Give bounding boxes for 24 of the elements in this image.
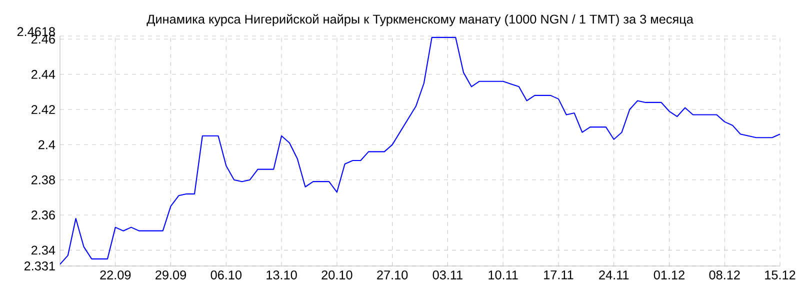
x-tick-label: 20.10 [322, 270, 352, 280]
x-tick-label: 01.12 [654, 270, 684, 280]
x-tick-label: 15.12 [765, 270, 796, 280]
x-tick-label: 03.11 [432, 270, 462, 280]
x-tick-label: 27.10 [377, 270, 408, 280]
x-tick-label: 17.11 [544, 270, 574, 280]
y-tick-label: 2.4618 [17, 27, 55, 36]
line-series [60, 36, 780, 265]
x-tick-label: 08.12 [709, 270, 740, 280]
y-tick-label: 2.38 [31, 175, 55, 184]
y-tick-label: 2.46 [31, 34, 55, 44]
y-tick-label: 2.34 [31, 246, 56, 255]
x-tick-label: 29.09 [156, 270, 186, 280]
x-tick-label: 24.11 [599, 270, 629, 280]
x-tick-label: 06.10 [210, 270, 242, 280]
x-tick-label: 13.10 [266, 270, 297, 280]
chart-title: Динамика курса Нигерийской найры к Туркменскому манату (1000 NGN / 1 TMT) за 3 месяца [146, 14, 694, 26]
y-tick-label: 2.4 [38, 140, 56, 150]
y-tick-label: 2.36 [31, 210, 55, 220]
y-tick-label: 2.331 [24, 262, 55, 270]
y-tick-label: 2.44 [31, 70, 56, 79]
y-tick-label: 2.42 [31, 105, 55, 114]
x-tick-label: 10.11 [488, 270, 518, 280]
x-tick-label: 22.09 [100, 270, 131, 280]
